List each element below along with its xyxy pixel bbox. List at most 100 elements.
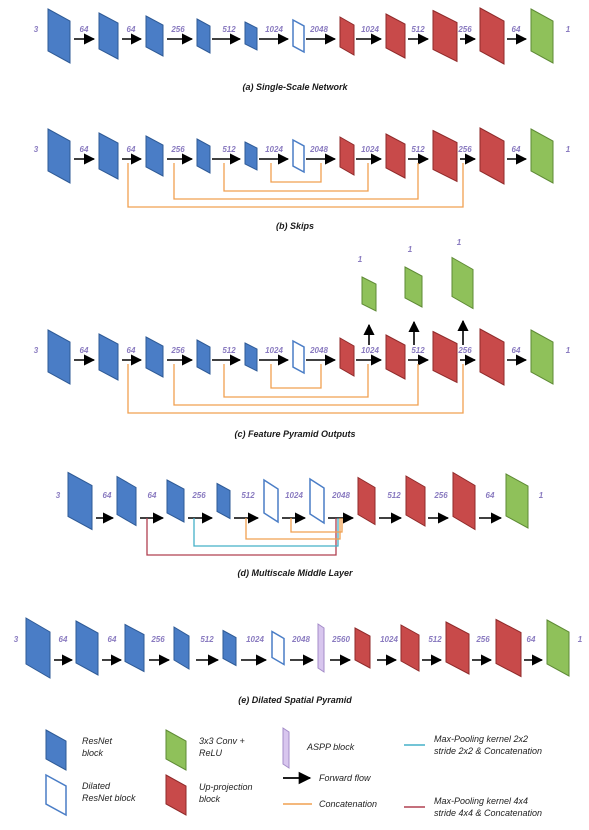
panel-b-channel-label-3: 64 <box>127 145 136 154</box>
panel-c-channel-label-12: 1 <box>566 346 571 355</box>
panel-b-channel-label-12: 1 <box>566 145 571 154</box>
legend-resnet-line1: ResNet <box>82 736 113 746</box>
panel-c-pyramid-channel-label-1: 1 <box>358 255 363 264</box>
panel-b-channel-label-5: 512 <box>222 145 236 154</box>
panel-b-resnet-block-1 <box>47 128 71 184</box>
legend-concat-label: Concatenation <box>319 799 377 809</box>
panel-b-upproj-block-8 <box>385 133 406 179</box>
panel-a-upproj-block-8 <box>385 13 406 59</box>
panel-c-channel-label-7: 2048 <box>309 346 328 355</box>
panel-b-resnet-block-2 <box>98 132 119 180</box>
panel-a-channel-label-11: 64 <box>512 25 521 34</box>
panel-d-channel-label-7: 2048 <box>331 491 350 500</box>
caption-a: (a) Single-Scale Network <box>242 82 348 92</box>
panel-a-channel-label-10: 256 <box>457 25 472 34</box>
panel-c-upproj-block-8 <box>385 334 406 380</box>
legend-forward-label: Forward flow <box>319 773 371 783</box>
panel-c-connector-1 <box>127 364 464 414</box>
panel-d-channel-label-6: 1024 <box>285 491 303 500</box>
panel-c-upproj-block-9 <box>432 330 458 384</box>
panel-c-resnet-block-3 <box>145 336 164 378</box>
panel-e-channel-label-2: 64 <box>59 635 68 644</box>
legend-conv-line2: ReLU <box>199 748 223 758</box>
panel-b-connector-4 <box>270 163 322 183</box>
panel-d-channel-label-8: 512 <box>387 491 401 500</box>
panel-c-channel-label-8: 1024 <box>361 346 379 355</box>
panel-e-conv-block-12 <box>546 619 570 677</box>
panel-e-upproj-block-8 <box>354 627 371 669</box>
panel-b-resnet-block-3 <box>145 135 164 177</box>
panel-d-upproj-block-8 <box>405 475 426 527</box>
panel-e-channel-label-10: 512 <box>428 635 442 644</box>
panel-b-channel-label-7: 2048 <box>309 145 328 154</box>
panel-e-channel-label-12: 64 <box>527 635 536 644</box>
panel-a-upproj-block-9 <box>432 9 458 63</box>
panel-c-resnet-block-4 <box>196 339 211 375</box>
panel-d-connector-3 <box>245 518 341 540</box>
legend-maxpool4-line2: stride 4x4 & Concatenation <box>434 808 542 818</box>
panel-e-channel-label-5: 512 <box>200 635 214 644</box>
panel-c-channel-label-5: 512 <box>222 346 236 355</box>
caption-b: (b) Skips <box>276 221 314 231</box>
panel-c-dilated-block-6 <box>292 339 305 375</box>
panel-a-resnet-block-2 <box>98 12 119 60</box>
panel-e-channel-label-1: 3 <box>14 635 19 644</box>
panel-d-channel-label-1: 3 <box>56 491 61 500</box>
panel-e-upproj-block-10 <box>445 621 470 675</box>
panel-a-channel-label-7: 2048 <box>309 25 328 34</box>
panel-a-channel-label-9: 512 <box>411 25 425 34</box>
panel-a-upproj-block-7 <box>339 16 355 56</box>
panel-c-upproj-block-10 <box>479 328 505 386</box>
panel-e-resnet-block-1 <box>25 617 51 679</box>
panel-d-upproj-block-7 <box>357 476 376 526</box>
panel-a-conv-block-11 <box>530 8 554 64</box>
panel-e-channel-label-9: 1024 <box>380 635 398 644</box>
panel-e-channel-label-6: 1024 <box>246 635 264 644</box>
panel-b-resnet-block-5 <box>244 141 258 171</box>
panel-d-connector-4 <box>290 518 343 533</box>
panel-e-channel-label-11: 256 <box>475 635 490 644</box>
panel-b-channel-label-9: 512 <box>411 145 425 154</box>
panel-d-channel-label-5: 512 <box>241 491 255 500</box>
panel-e-channel-label-8: 2560 <box>331 635 350 644</box>
panels-layer: 3 64 64 256 512 1024 2048 1024 512 256 64 1 3 64 64 256… <box>14 7 583 679</box>
legend-aspp-label: ASPP block <box>306 742 355 752</box>
panel-b-connector-1 <box>127 163 464 208</box>
panel-a-channel-label-1: 3 <box>34 25 39 34</box>
panel-a-channel-label-8: 1024 <box>361 25 379 34</box>
panel-e-channel-label-13: 1 <box>578 635 583 644</box>
panel-a-resnet-block-5 <box>244 21 258 51</box>
panel-c-channel-label-10: 256 <box>457 346 472 355</box>
panel-d-resnet-block-4 <box>216 482 231 520</box>
legend-maxpool2-line2: stride 2x2 & Concatenation <box>434 746 542 756</box>
panel-d-channel-label-2: 64 <box>103 491 112 500</box>
panel-e-resnet-block-2 <box>75 620 99 676</box>
panel-a-upproj-block-10 <box>479 7 505 65</box>
panel-b-upproj-block-10 <box>479 127 505 185</box>
panel-c-channel-label-1: 3 <box>34 346 39 355</box>
panel-e-upproj-block-9 <box>400 624 420 672</box>
panel-b-channel-label-8: 1024 <box>361 145 379 154</box>
panel-d-resnet-block-2 <box>116 475 137 527</box>
panel-c-connector-4 <box>270 364 322 389</box>
panel-e-resnet-block-5 <box>222 629 237 667</box>
panel-a-resnet-block-4 <box>196 18 211 54</box>
panel-b-resnet-block-4 <box>196 138 211 174</box>
panel-c-resnet-block-1 <box>47 329 71 385</box>
caption-c: (c) Feature Pyramid Outputs <box>234 429 355 439</box>
panel-c-resnet-block-5 <box>244 342 258 372</box>
panel-c-conv-block-21 <box>361 276 377 312</box>
panel-d-channel-label-4: 256 <box>191 491 206 500</box>
panel-a-resnet-block-1 <box>47 8 71 64</box>
legend-conv-swatch <box>165 729 187 771</box>
panel-d-resnet-block-3 <box>166 479 185 523</box>
panel-c-connector-3 <box>223 364 369 398</box>
legend-conv-line1: 3x3 Conv + <box>199 736 245 746</box>
legend-maxpool4-line1: Max-Pooling kernel 4x4 <box>434 796 528 806</box>
panel-b-channel-label-1: 3 <box>34 145 39 154</box>
panel-c-channel-label-4: 256 <box>170 346 185 355</box>
panel-a-channel-label-2: 64 <box>80 25 89 34</box>
panel-e-channel-label-7: 2048 <box>291 635 310 644</box>
panel-c-channel-label-11: 64 <box>512 346 521 355</box>
